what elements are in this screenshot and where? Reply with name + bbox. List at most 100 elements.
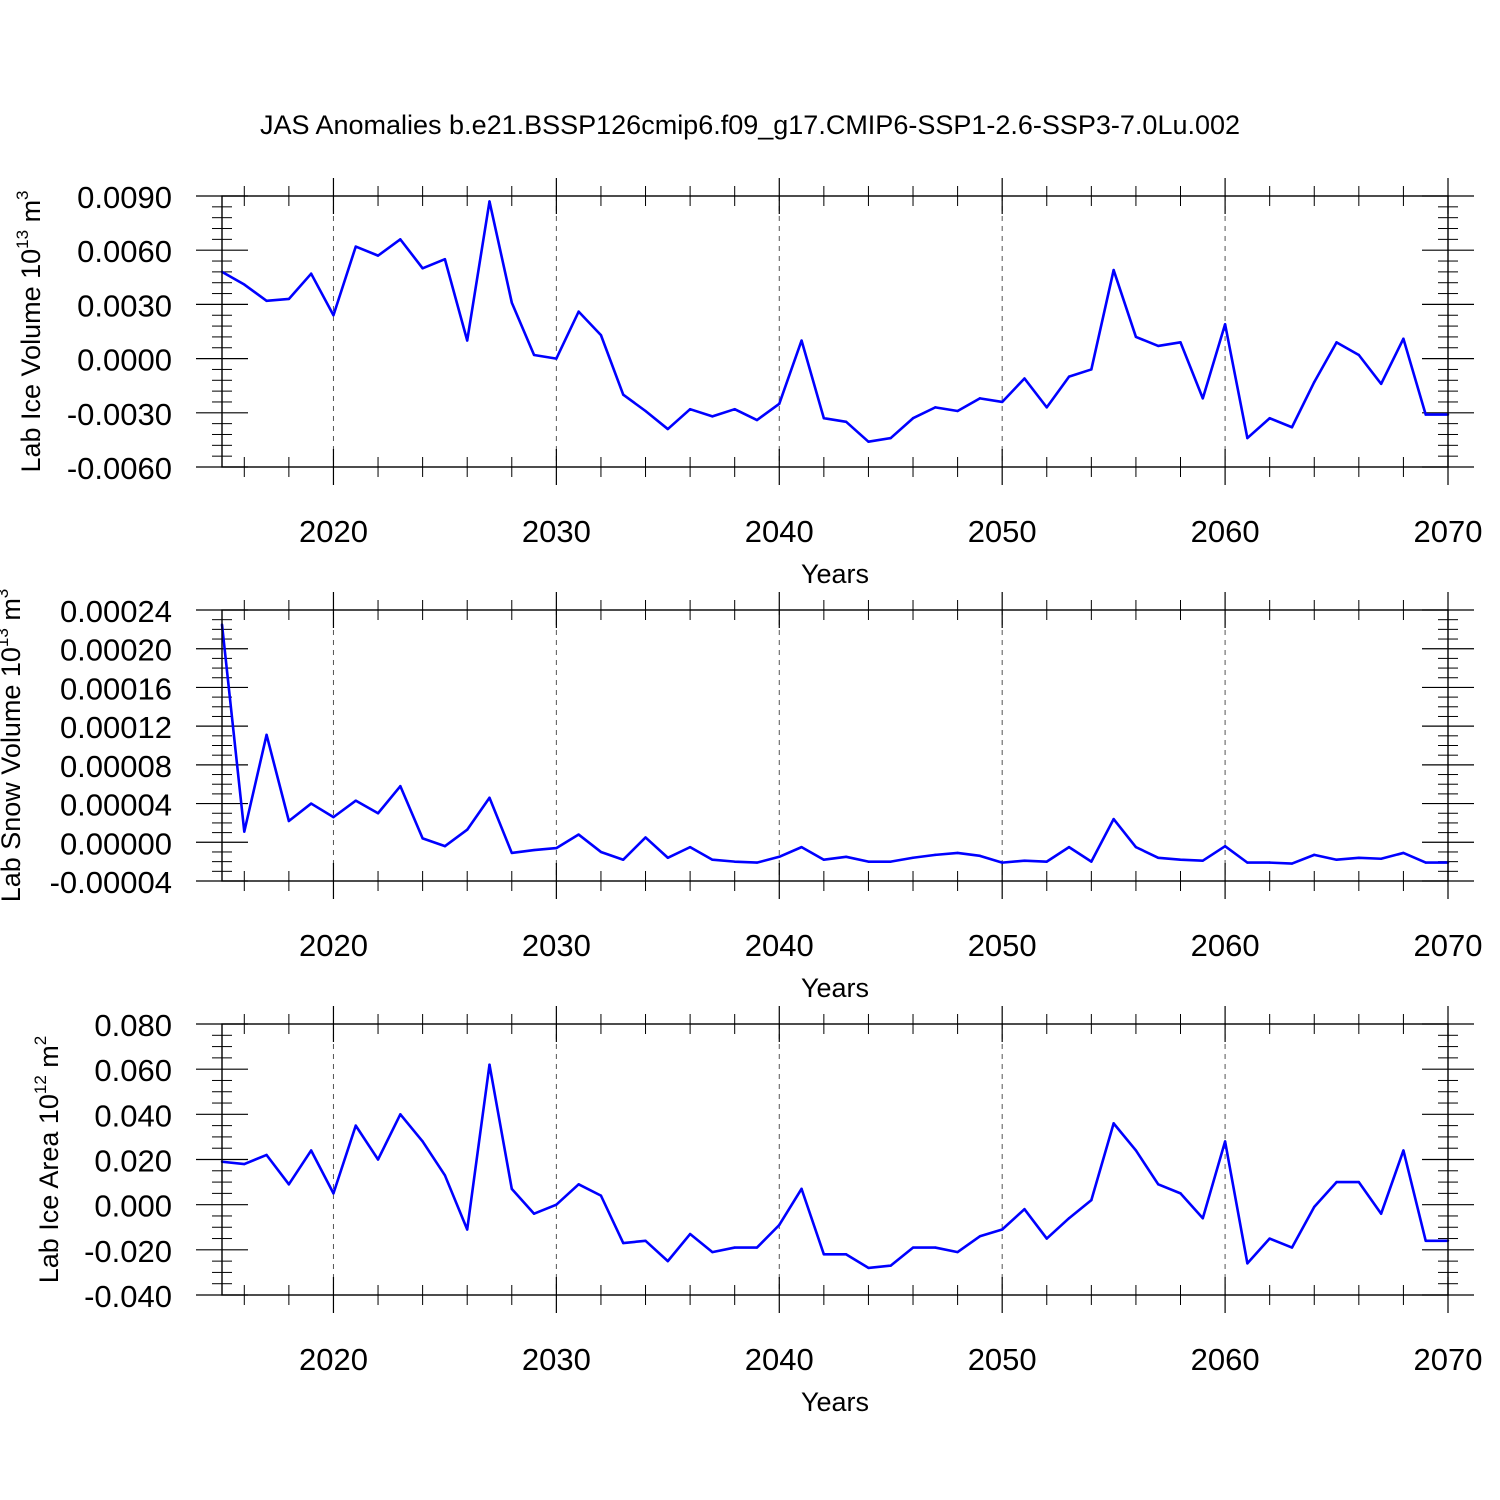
data-point [1201,1217,1205,1220]
data-point [1402,851,1405,855]
x-tick-label: 2070 [1414,928,1483,963]
data-point [1090,368,1093,371]
data-point [421,267,424,270]
data-point [733,1246,736,1249]
data-point [688,1232,692,1236]
data-point [800,1187,803,1191]
data-point [443,1174,447,1177]
data-point [577,833,580,836]
series-line [221,1063,1448,1270]
plot-frame [221,609,1449,882]
data-point [867,860,870,863]
x-tick-label: 2040 [745,928,814,963]
data-point [1268,1237,1271,1240]
panel-3: 2020 2030 2040 2050 2060 2070 -0.040 -0.020 0.00… [31,1006,1482,1417]
y-axis-label-text: Lab Ice Area 10 [34,1094,64,1283]
data-point [1357,353,1361,357]
data-point [844,1253,848,1256]
data-point [466,828,469,831]
data-point [1313,1205,1316,1209]
x-tick-label: 2030 [522,1342,591,1377]
data-point [309,1149,313,1152]
data-point [755,418,759,422]
data-point [1223,1140,1227,1143]
data-point [688,407,692,411]
data-point [911,1246,915,1249]
x-tick-label: 2050 [968,1342,1037,1377]
data-point [844,855,848,859]
data-point [688,845,692,849]
data-point [1290,862,1294,865]
data-point [399,1113,402,1116]
y-axis-label-unit: m [34,1045,64,1075]
y-tick-label: -0.0030 [67,397,172,432]
data-point [1179,1192,1182,1195]
data-point [599,333,603,337]
y-axis-label-unit-exponent: 3 [0,589,12,598]
data-point [510,1187,513,1191]
data-point [956,409,959,413]
data-point [867,1266,870,1270]
x-tick-label: 2060 [1191,928,1260,963]
data-point [711,858,714,861]
data-point [1268,417,1271,420]
data-point [376,254,380,257]
data-point [911,417,915,420]
data-point [354,799,357,802]
data-point [1179,341,1182,344]
data-point [978,1235,982,1238]
y-tick-label: 0.060 [94,1053,172,1088]
data-point [956,851,959,855]
data-point [1000,1228,1004,1231]
y-tick-label: 0.00008 [60,749,172,784]
data-point [1090,860,1093,863]
data-point [1424,413,1427,416]
y-tick-label: -0.020 [84,1234,172,1269]
data-point [622,858,625,861]
y-tick-label: 0.040 [94,1098,172,1133]
plot-frame [221,195,1449,468]
y-tick-label: 0.0030 [77,288,172,323]
data-point [1201,859,1205,862]
plot-frame [221,1023,1449,1296]
data-point [532,353,536,357]
data-point [956,1250,959,1254]
data-point [1045,860,1048,863]
data-point [644,836,647,839]
data-point [243,830,246,833]
data-point [644,1239,647,1243]
data-point [399,238,402,241]
y-axis-label: Lab Snow Volume 1013 m3 [0,589,26,903]
data-point [1424,861,1427,864]
data-point [287,1183,291,1186]
data-point [1335,1180,1338,1184]
data-point [265,299,268,302]
data-point [309,802,313,805]
y-axis-label-text: Lab Ice Volume 10 [16,249,46,473]
data-point [243,283,246,286]
panel-1: 2020 2030 2040 2050 2060 2070 -0.0060 -0.0030 0.… [13,178,1482,589]
data-point [800,339,803,342]
data-point [1134,335,1138,339]
data-point [443,844,447,848]
data-point [354,245,357,248]
data-point [978,854,982,858]
data-point [555,846,558,850]
x-tick-label: 2050 [968,928,1037,963]
x-tick-label: 2030 [522,514,591,549]
data-point [1335,858,1338,861]
x-axis-label: Years [801,1387,869,1417]
data-point [399,784,402,788]
data-point [287,819,291,823]
data-point [755,1246,759,1249]
data-point [1268,861,1271,864]
data-point [1424,1239,1427,1243]
data-point [800,845,803,849]
data-point [265,1153,268,1157]
data-point [376,812,380,815]
x-tick-label: 2040 [745,514,814,549]
data-point [711,1250,714,1254]
y-axis-label: Lab Ice Area 1012 m2 [31,1036,64,1284]
y-axis-label: Lab Ice Volume 1013 m3 [13,190,46,472]
data-point [577,1183,580,1186]
